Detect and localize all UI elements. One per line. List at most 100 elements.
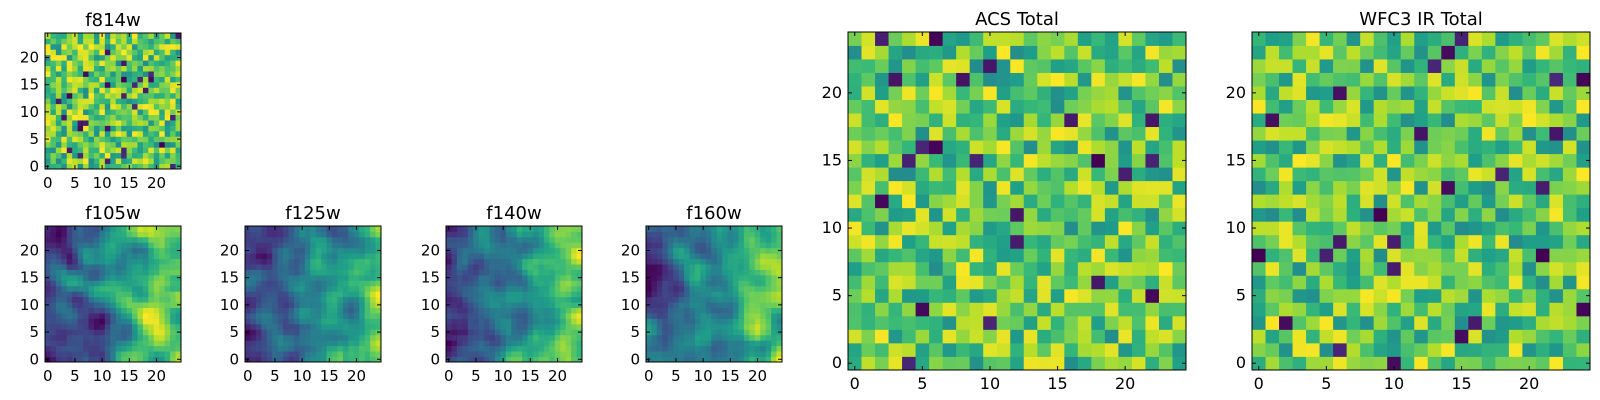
heatmap-cell (370, 231, 376, 238)
heatmap-cell (126, 258, 133, 265)
heatmap-cell (1292, 167, 1307, 182)
heatmap-cell (678, 247, 685, 254)
heatmap-cell (662, 226, 669, 232)
heatmap-cell (1522, 180, 1537, 195)
heatmap-cell (175, 258, 182, 265)
heatmap-cell (170, 49, 176, 56)
heatmap-cell (50, 226, 57, 232)
heatmap-cell (646, 296, 652, 303)
heatmap-cell (1306, 194, 1320, 209)
heatmap-cell (1292, 221, 1307, 236)
heatmap-cell (733, 274, 739, 281)
heatmap-cell (45, 125, 51, 132)
heatmap-cell (1050, 45, 1065, 60)
heatmap-cell (1037, 72, 1052, 87)
heatmap-cell (705, 323, 712, 330)
heatmap-cell (310, 280, 317, 287)
heatmap-cell (451, 258, 458, 265)
heatmap-cell (1131, 261, 1146, 276)
heatmap-cell (571, 231, 577, 238)
heatmap-cell (1145, 59, 1160, 73)
heatmap-cell (266, 231, 273, 238)
heatmap-cell (1549, 302, 1564, 317)
heatmap-cell (72, 307, 79, 314)
heatmap-cell (61, 280, 68, 287)
heatmap-cell (1319, 59, 1334, 73)
heatmap-cell (375, 340, 382, 347)
heatmap-cell (549, 356, 556, 363)
heatmap-cell (153, 65, 160, 72)
heatmap-cell (142, 345, 149, 352)
heatmap-cell (861, 234, 876, 249)
heatmap-cell (1562, 288, 1577, 303)
heatmap-cell (1064, 153, 1079, 168)
heatmap-cell (538, 334, 545, 341)
heatmap-cell (1145, 180, 1160, 195)
heatmap-cell (749, 274, 756, 281)
heatmap-cell (88, 313, 95, 319)
heatmap-cell (115, 345, 122, 352)
heatmap-cell (1118, 302, 1133, 317)
heatmap-cell (245, 242, 251, 249)
heatmap-cell (364, 258, 371, 265)
heatmap-cell (462, 351, 469, 357)
heatmap-cell (1131, 275, 1146, 290)
heatmap-cell (651, 334, 658, 341)
heatmap-cell (170, 141, 176, 148)
heatmap-cell (1508, 140, 1523, 155)
heatmap-cell (93, 92, 100, 99)
heatmap-cell (667, 247, 674, 254)
heatmap-cell (543, 231, 550, 238)
heatmap-cell (353, 247, 360, 254)
heatmap-cell (121, 291, 127, 298)
heatmap-cell (667, 291, 674, 298)
heatmap-cell (1454, 234, 1469, 249)
heatmap-cell (651, 264, 658, 270)
heatmap-cell (77, 280, 84, 287)
heatmap-cell (1427, 356, 1442, 371)
heatmap-cell (72, 253, 79, 260)
heatmap-cell (1172, 59, 1187, 73)
heatmap-cell (1535, 126, 1550, 141)
heatmap-cell (983, 45, 998, 60)
heatmap-cell (121, 54, 127, 61)
heatmap-cell (771, 236, 777, 243)
heatmap-cell (543, 345, 550, 352)
heatmap-cell (115, 98, 122, 105)
heatmap-cell (77, 340, 84, 347)
heatmap-cell (61, 71, 68, 77)
heatmap-cell (1441, 59, 1456, 73)
heatmap-cell (1145, 275, 1160, 290)
heatmap-cell (694, 351, 701, 357)
heatmap-cell (1010, 59, 1025, 73)
heatmap-cell (370, 258, 376, 265)
heatmap-cell (543, 340, 550, 347)
heatmap-cell (293, 226, 300, 232)
heatmap-cell (266, 307, 273, 314)
heatmap-cell (93, 120, 100, 126)
heatmap-cell (738, 313, 745, 319)
heatmap-cell (511, 356, 518, 363)
heatmap-cell (115, 291, 122, 298)
heatmap-cell (104, 242, 111, 249)
heatmap-cell (1037, 140, 1052, 155)
heatmap-cell (743, 345, 750, 352)
heatmap-cell (888, 180, 903, 195)
heatmap-cell (1091, 342, 1106, 357)
heatmap-cell (1077, 302, 1092, 317)
heatmap-cell (266, 253, 273, 260)
heatmap-cell (1145, 86, 1160, 100)
heatmap-cell (738, 231, 745, 238)
heatmap-cell (110, 130, 117, 137)
heatmap-cell (651, 345, 658, 352)
heatmap-cell (684, 247, 690, 254)
heatmap-cell (489, 356, 496, 363)
heatmap-cell (93, 152, 100, 159)
heatmap-cell (110, 345, 117, 352)
heatmap-cell (293, 356, 300, 363)
heatmap-cell (293, 264, 300, 270)
heatmap-cell (1172, 315, 1187, 330)
heatmap-cell (1535, 140, 1550, 155)
